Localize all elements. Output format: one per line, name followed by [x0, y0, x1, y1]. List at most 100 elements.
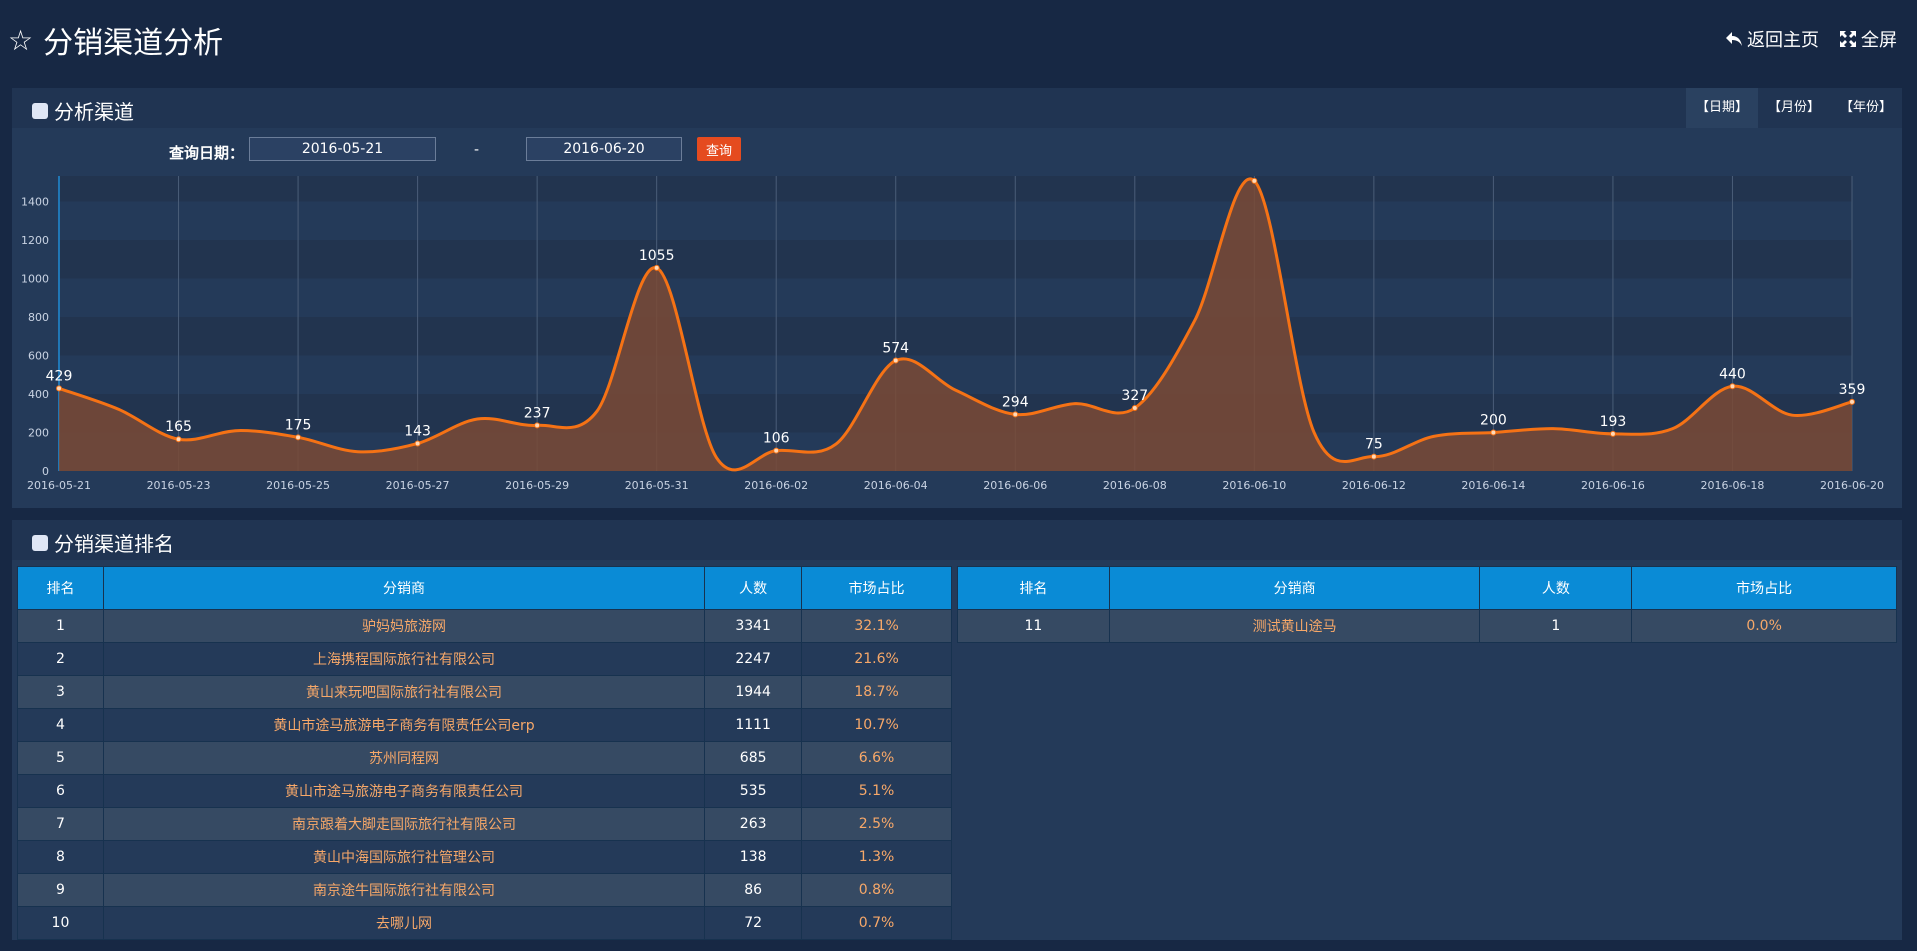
ranking-panel-header: 分销渠道排名	[12, 520, 1902, 560]
y-tick-label: 1200	[21, 234, 49, 247]
query-date-label: 查询日期：	[169, 144, 245, 162]
table-row: 2 上海携程国际旅行社有限公司 2247 21.6%	[17, 642, 952, 676]
share-cell: 5.1%	[801, 774, 952, 808]
share-cell: 10.7%	[801, 708, 952, 742]
col-count: 人数	[1479, 566, 1633, 610]
x-tick-label: 2016-06-12	[1342, 479, 1406, 492]
x-tick-label: 2016-05-31	[625, 479, 689, 492]
data-label: 440	[1719, 366, 1746, 382]
tab-date[interactable]: 【日期】	[1685, 88, 1758, 128]
col-share: 市场占比	[1631, 566, 1897, 610]
y-tick-label: 600	[28, 350, 49, 363]
share-cell: 0.0%	[1631, 609, 1897, 643]
table-row: 4 黄山市途马旅游电子商务有限责任公司erp 1111 10.7%	[17, 708, 952, 742]
count-cell: 2247	[704, 642, 803, 676]
data-point	[653, 264, 660, 271]
col-rank: 排名	[17, 566, 104, 610]
fullscreen-button[interactable]: 全屏	[1839, 26, 1897, 52]
data-label: 574	[882, 341, 909, 357]
x-tick-label: 2016-06-10	[1222, 479, 1286, 492]
x-tick-label: 2016-06-20	[1820, 479, 1884, 492]
data-point	[1729, 383, 1736, 390]
x-tick-label: 2016-06-08	[1103, 479, 1167, 492]
tab-year[interactable]: 【年份】	[1839, 100, 1892, 115]
distributor-cell: 南京途牛国际旅行社有限公司	[102, 873, 706, 907]
count-cell: 1111	[704, 708, 803, 742]
rank-cell: 4	[17, 708, 104, 742]
table-row: 10 去哪儿网 72 0.7%	[17, 906, 952, 940]
count-cell: 1	[1479, 609, 1633, 643]
end-date-input[interactable]	[526, 137, 682, 161]
x-tick-label: 2016-05-21	[27, 479, 91, 492]
x-tick-label: 2016-05-27	[386, 479, 450, 492]
page-title: ☆ 分销渠道分析	[8, 18, 223, 62]
col-distributor: 分销商	[102, 566, 706, 610]
table-row: 11 测试黄山途马 1 0.0%	[957, 609, 1897, 643]
star-icon: ☆	[8, 23, 34, 57]
distributor-cell: 苏州同程网	[102, 741, 706, 775]
distributor-cell: 测试黄山途马	[1108, 609, 1481, 643]
data-point	[892, 357, 899, 364]
data-point	[414, 440, 421, 447]
data-label: 175	[285, 417, 312, 433]
square-icon	[32, 534, 48, 551]
x-tick-label: 2016-06-16	[1581, 479, 1645, 492]
data-label: 165	[165, 419, 192, 435]
count-cell: 3341	[704, 609, 803, 643]
share-cell: 21.6%	[801, 642, 952, 676]
data-label: 143	[404, 423, 431, 439]
start-date-input[interactable]	[249, 137, 436, 161]
rank-cell: 9	[17, 873, 104, 907]
channel-ranking-panel: 分销渠道排名 排名 分销商 人数 市场占比 1 驴妈妈旅游网 3341 32.1% 2 上…	[12, 520, 1902, 940]
col-count: 人数	[704, 566, 803, 610]
distributor-cell: 黄山中海国际旅行社管理公司	[102, 840, 706, 874]
count-cell: 138	[704, 840, 803, 874]
rank-cell: 6	[17, 774, 104, 808]
distributor-cell: 黄山来玩吧国际旅行社有限公司	[102, 675, 706, 709]
data-point	[1012, 411, 1019, 418]
data-label: 294	[1002, 394, 1029, 410]
col-share: 市场占比	[801, 566, 952, 610]
back-home-button[interactable]: 返回主页	[1725, 26, 1819, 52]
y-tick-label: 1400	[21, 196, 49, 209]
rank-cell: 5	[17, 741, 104, 775]
y-tick-label: 400	[28, 388, 49, 401]
ranking-table-right: 排名 分销商 人数 市场占比 11 测试黄山途马 1 0.0%	[957, 566, 1897, 643]
x-tick-label: 2016-05-29	[505, 479, 569, 492]
table-row: 9 南京途牛国际旅行社有限公司 86 0.8%	[17, 873, 952, 907]
distributor-cell: 去哪儿网	[102, 906, 706, 940]
channel-panel-title-text: 分析渠道	[54, 100, 134, 124]
data-point	[1609, 430, 1616, 437]
share-cell: 1.3%	[801, 840, 952, 874]
y-tick-label: 1000	[21, 273, 49, 286]
data-point	[1370, 453, 1377, 460]
data-point	[175, 436, 182, 443]
table-row: 5 苏州同程网 685 6.6%	[17, 741, 952, 775]
daily-channel-area-chart: 020040060080010001200140016002016-05-212…	[21, 176, 1884, 492]
col-distributor: 分销商	[1108, 566, 1481, 610]
share-cell: 6.6%	[801, 741, 952, 775]
x-tick-label: 2016-05-23	[147, 479, 211, 492]
data-label: 327	[1121, 388, 1148, 404]
grid-band	[59, 317, 1852, 356]
data-label: 359	[1839, 382, 1866, 398]
ranking-table-left: 排名 分销商 人数 市场占比 1 驴妈妈旅游网 3341 32.1% 2 上海携程国际旅行…	[17, 566, 952, 940]
x-tick-label: 2016-06-18	[1700, 479, 1764, 492]
data-label: 106	[763, 431, 790, 447]
data-label: 200	[1480, 413, 1507, 429]
count-cell: 1944	[704, 675, 803, 709]
distributor-cell: 黄山市途马旅游电子商务有限责任公司	[102, 774, 706, 808]
range-tabs: 【日期】 【月份】 【年份】	[1685, 88, 1902, 128]
page-title-text: 分销渠道分析	[43, 26, 224, 61]
top-bar: ☆ 分销渠道分析 返回主页 全屏	[0, 0, 1917, 78]
x-tick-label: 2016-06-06	[983, 479, 1047, 492]
rank-cell: 10	[17, 906, 104, 940]
back-home-label: 返回主页	[1747, 30, 1819, 51]
tab-month[interactable]: 【月份】	[1767, 100, 1820, 115]
fullscreen-label: 全屏	[1861, 30, 1897, 51]
y-tick-label: 0	[42, 465, 49, 478]
query-button[interactable]: 查询	[697, 137, 741, 161]
share-cell: 2.5%	[801, 807, 952, 841]
x-tick-label: 2016-06-04	[864, 479, 928, 492]
x-tick-label: 2016-06-02	[744, 479, 808, 492]
